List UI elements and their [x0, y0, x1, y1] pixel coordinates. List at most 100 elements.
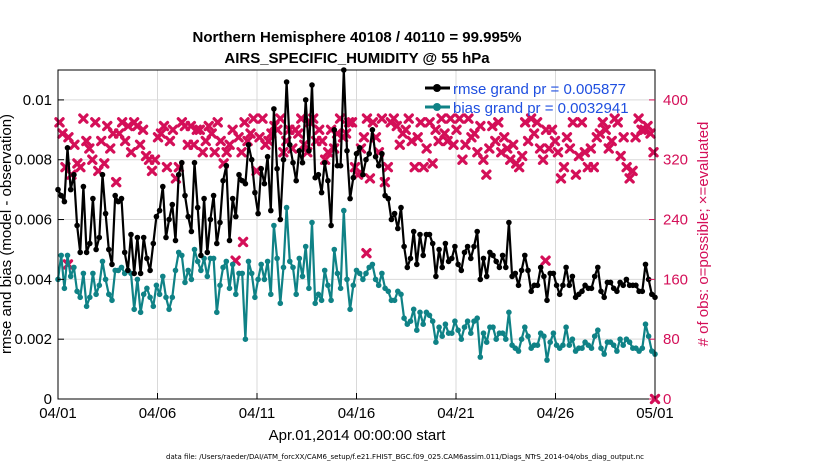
obs-evaluated-marker: [233, 132, 244, 143]
bias-point: [321, 267, 328, 274]
obs-evaluated-marker: [516, 150, 528, 162]
bias-point: [601, 351, 607, 357]
bias-point: [626, 339, 633, 346]
obs-evaluated-marker: [75, 162, 86, 173]
y-tick-right-label: 240: [663, 212, 688, 229]
bias-point: [525, 333, 531, 340]
rmse-point: [633, 282, 639, 289]
y-tick-left-label: 0.006: [14, 212, 52, 229]
obs-evaluated-marker: [478, 154, 489, 165]
rmse-point: [299, 159, 306, 166]
obs-evaluated-marker: [364, 173, 376, 184]
rmse-point: [150, 240, 157, 247]
bias-point: [318, 297, 325, 304]
obs-evaluated-marker: [212, 117, 223, 128]
rmse-point: [277, 216, 284, 223]
bias-point: [385, 288, 392, 295]
rmse-point: [290, 159, 296, 166]
rmse-point: [191, 159, 198, 166]
rmse-point: [477, 276, 484, 283]
rmse-point: [125, 267, 131, 274]
rmse-point: [144, 255, 150, 262]
x-axis-label: Apr.01,2014 00:00:00 start: [269, 427, 447, 444]
bias-point: [106, 291, 112, 298]
rmse-point: [182, 192, 188, 199]
bias-point: [169, 294, 176, 301]
rmse-point: [442, 240, 449, 247]
obs-evaluated-marker: [78, 113, 89, 124]
bias-point: [172, 267, 179, 274]
rmse-point: [522, 252, 528, 259]
obs-evaluated-marker: [146, 165, 158, 177]
bias-point: [598, 345, 604, 352]
obs-evaluated-marker: [236, 147, 247, 158]
bias-point: [439, 333, 446, 340]
obs-evaluated-marker: [137, 124, 149, 136]
rmse-point: [642, 261, 649, 268]
bias-point: [80, 270, 87, 277]
rmse-point: [134, 234, 141, 241]
rmse-point: [264, 153, 271, 160]
rmse-point: [429, 240, 436, 247]
obs-evaluated-marker: [167, 124, 179, 136]
obs-evaluated-marker: [457, 154, 468, 165]
rmse-point: [58, 192, 64, 199]
bias-point: [391, 297, 398, 304]
rmse-point: [169, 201, 176, 208]
obs-evaluated-marker: [81, 135, 92, 147]
bias-point: [293, 291, 300, 298]
obs-evaluated-marker: [394, 139, 405, 150]
bias-point: [144, 285, 150, 292]
rmse-point: [563, 264, 569, 271]
rmse-point: [375, 162, 382, 169]
bias-point: [233, 291, 239, 298]
rmse-point: [553, 282, 560, 289]
rmse-point: [588, 285, 595, 292]
rmse-point: [410, 228, 417, 235]
rmse-point: [252, 189, 258, 196]
rmse-point: [353, 150, 360, 157]
obs-evaluated-marker: [346, 117, 358, 128]
obs-evaluated-marker: [134, 139, 146, 150]
obs-evaluated-marker: [648, 147, 659, 158]
bias-point: [461, 324, 468, 331]
rmse-point: [128, 231, 134, 238]
y-tick-right-label: 400: [663, 92, 688, 109]
rmse-point: [356, 145, 363, 151]
bias-point: [296, 255, 303, 262]
bias-point: [645, 333, 652, 340]
rmse-point: [280, 156, 287, 163]
obs-evaluated-marker: [313, 124, 325, 136]
chart-title-line2: AIRS_SPECIFIC_HUMIDITY @ 55 hPa: [224, 50, 490, 67]
rmse-point: [506, 219, 512, 226]
obs-evaluated-marker: [203, 120, 214, 132]
rmse-point: [160, 183, 166, 190]
bias-point: [426, 312, 433, 319]
bias-point: [150, 303, 157, 310]
obs-evaluated-marker: [237, 236, 249, 248]
obs-evaluated-marker: [415, 117, 426, 128]
rmse-point: [544, 297, 550, 304]
bias-point: [610, 342, 617, 349]
rmse-point: [468, 255, 474, 262]
bias-point: [242, 336, 249, 343]
rmse-point: [388, 216, 395, 223]
bias-point: [436, 324, 442, 331]
obs-evaluated-marker: [546, 124, 558, 136]
obs-evaluated-marker: [558, 162, 570, 173]
y-axis-right-label: # of obs: o=possible; ×=evaluated: [695, 122, 712, 347]
rmse-point: [261, 180, 268, 187]
rmse-point: [99, 171, 106, 178]
rmse-point: [226, 237, 233, 244]
obs-evaluated-marker: [412, 132, 423, 143]
obs-evaluated-marker: [209, 147, 220, 158]
bias-point: [360, 276, 366, 283]
rmse-point: [331, 127, 338, 133]
obs-evaluated-marker: [463, 113, 474, 124]
bias-point: [506, 309, 512, 316]
rmse-point: [620, 282, 626, 289]
bias-point: [480, 330, 487, 337]
obs-evaluated-marker: [224, 139, 235, 150]
bias-point: [214, 309, 220, 316]
rmse-point: [112, 192, 118, 199]
